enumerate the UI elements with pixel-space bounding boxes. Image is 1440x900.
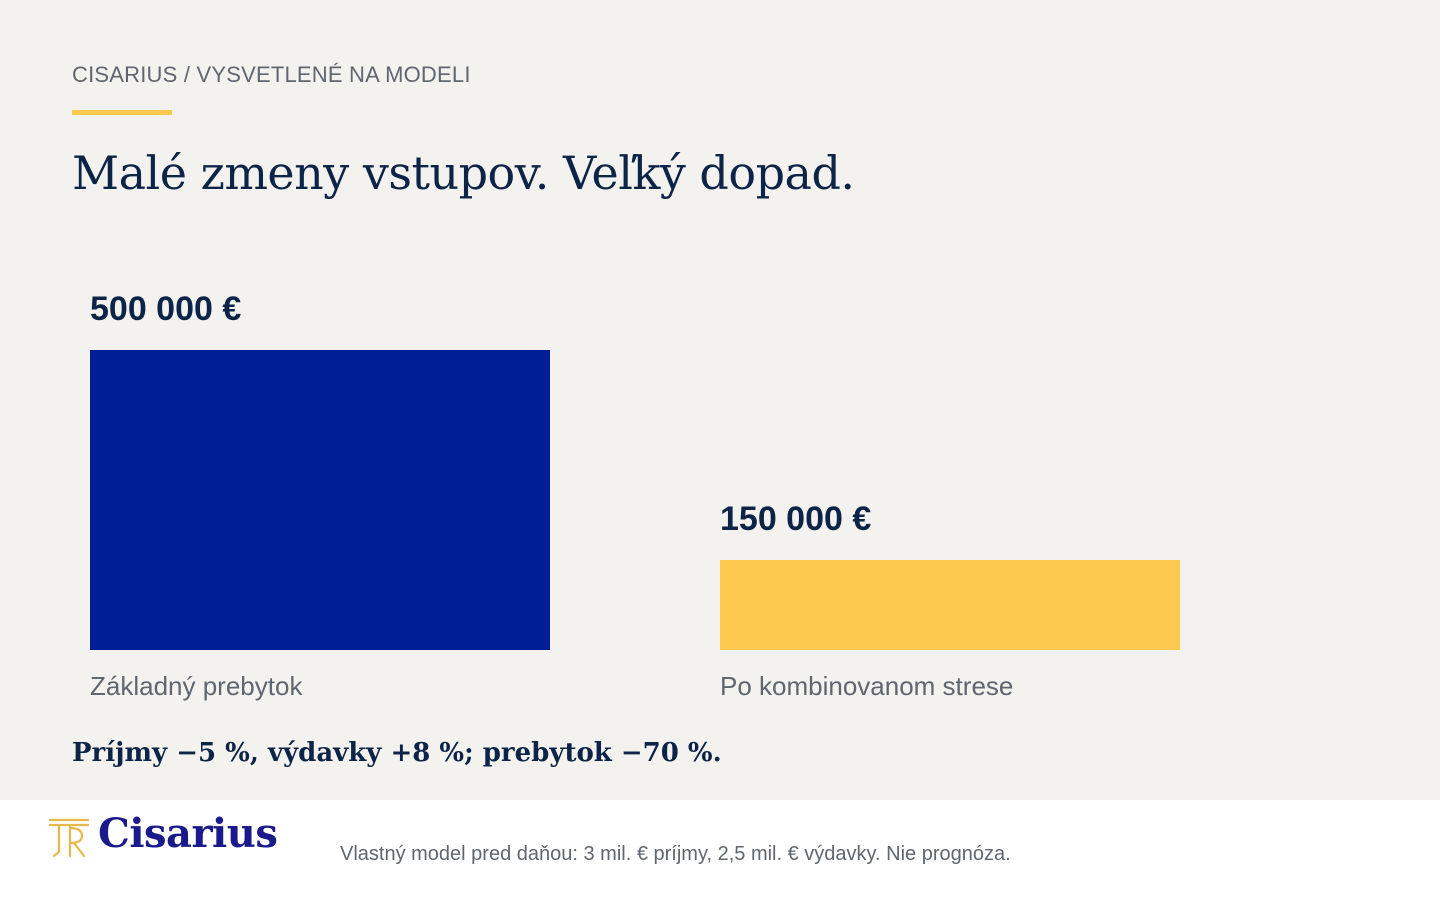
- brand-name: Cisarius: [98, 810, 278, 857]
- bar-chart: 500 000 € Základný prebytok 150 000 € Po ko…: [90, 290, 1180, 701]
- page-title: Malé zmeny vstupov. Veľký dopad.: [72, 146, 855, 200]
- page-kicker: CISARIUS / VYSVETLENÉ NA MODELI: [72, 62, 471, 87]
- bar-category-label-1: Základný prebytok: [90, 671, 303, 701]
- cisarius-monogram-icon: [48, 818, 90, 858]
- bar-category-label-2: Po kombinovanom strese: [720, 671, 1013, 701]
- bar-value-label-2: 150 000 €: [720, 500, 871, 538]
- footnote: Vlastný model pred daňou: 3 mil. € príjm…: [340, 843, 1011, 865]
- chart-summary: Príjmy −5 %, výdavky +8 %; prebytok −70 …: [72, 738, 722, 768]
- bar-2: [720, 560, 1180, 650]
- bar-value-label-1: 500 000 €: [90, 290, 241, 328]
- bar-1: [90, 350, 550, 650]
- kicker-accent-rule: [72, 110, 172, 115]
- footer: Cisarius Vlastný model pred daňou: 3 mil…: [0, 800, 1440, 900]
